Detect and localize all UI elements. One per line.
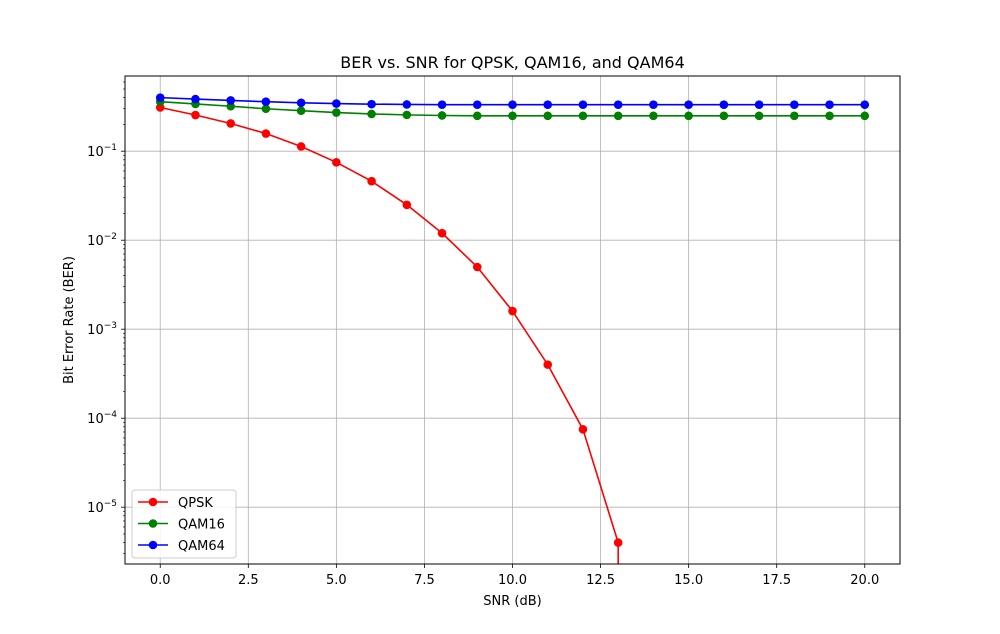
- y-tick-label: 10−4: [87, 410, 117, 427]
- data-point: [578, 100, 588, 110]
- data-point: [261, 129, 271, 138]
- data-point: [437, 228, 447, 238]
- legend-marker: [148, 540, 158, 550]
- data-point: [543, 360, 553, 369]
- data-point: [860, 100, 870, 110]
- data-point: [296, 106, 306, 116]
- legend-label: QPSK: [178, 496, 213, 511]
- data-point: [367, 109, 376, 119]
- data-point: [367, 176, 376, 186]
- x-tick-label: 5.0: [326, 573, 347, 588]
- x-tick-label: 0.0: [150, 573, 171, 588]
- x-axis-label: SNR (dB): [483, 594, 541, 609]
- data-point: [191, 110, 200, 120]
- data-point: [543, 100, 553, 110]
- data-point: [437, 100, 447, 110]
- data-point: [261, 104, 271, 114]
- data-point: [825, 100, 834, 110]
- data-point: [790, 111, 799, 121]
- legend-item-qam64: QAM64: [138, 539, 225, 554]
- data-point: [684, 100, 693, 110]
- data-point: [825, 111, 834, 121]
- data-point: [472, 111, 482, 121]
- data-point: [472, 100, 482, 110]
- data-point: [578, 425, 588, 434]
- grid: [125, 76, 900, 564]
- data-point: [367, 99, 376, 109]
- legend-item-qam16: QAM16: [138, 518, 225, 533]
- legend-label: QAM64: [178, 539, 225, 554]
- data-point: [296, 98, 306, 108]
- data-point: [649, 111, 658, 121]
- chart-title: BER vs. SNR for QPSK, QAM16, and QAM64: [340, 53, 685, 72]
- data-point: [332, 158, 341, 167]
- legend-box: [131, 489, 237, 559]
- data-point: [437, 111, 447, 120]
- x-tick-label: 2.5: [238, 573, 259, 588]
- data-point: [613, 538, 623, 547]
- data-point: [860, 111, 870, 121]
- data-point: [191, 94, 200, 104]
- data-point: [543, 111, 553, 121]
- data-point: [508, 306, 517, 316]
- x-tick-label: 10.0: [498, 573, 527, 588]
- data-point: [332, 99, 341, 108]
- data-point: [472, 262, 482, 272]
- data-point: [226, 119, 235, 128]
- data-point: [790, 100, 799, 110]
- x-tick-label: 20.0: [850, 573, 879, 588]
- data-point: [649, 100, 658, 110]
- data-point: [613, 100, 623, 110]
- y-tick-label: 10−5: [87, 499, 117, 516]
- plot-content: [155, 93, 870, 564]
- x-tick-label: 7.5: [414, 573, 435, 588]
- data-point: [402, 110, 412, 120]
- data-point: [155, 93, 165, 102]
- data-point: [226, 96, 235, 105]
- data-point: [754, 100, 764, 110]
- x-tick-label: 17.5: [762, 573, 791, 588]
- data-point: [578, 111, 588, 121]
- legend: QPSK QAM16 QAM64: [131, 489, 237, 559]
- x-tick-label: 15.0: [674, 573, 703, 588]
- data-point: [402, 100, 412, 109]
- y-axis: 10−1 10−2 10−3 10−4 10−5: [87, 81, 125, 555]
- data-point: [719, 111, 729, 121]
- data-point: [508, 111, 517, 121]
- series-qpsk: [155, 103, 623, 564]
- legend-label: QAM16: [178, 518, 225, 533]
- x-axis: 0.0 2.5 5.0 7.5 10.0 12.5 15.0 17.5 20.0: [150, 564, 879, 588]
- x-tick-label: 12.5: [586, 573, 615, 588]
- data-point: [754, 111, 764, 121]
- data-point: [719, 100, 729, 110]
- legend-marker: [148, 519, 158, 528]
- data-point: [261, 97, 271, 107]
- data-point: [332, 108, 341, 117]
- legend-marker: [148, 497, 158, 507]
- data-point: [613, 111, 623, 121]
- legend-item-qpsk: QPSK: [138, 496, 213, 511]
- series-qam64: [155, 93, 870, 110]
- y-tick-label: 10−3: [87, 321, 117, 338]
- data-point: [296, 142, 306, 151]
- y-axis-label: Bit Error Rate (BER): [62, 256, 77, 384]
- data-point: [508, 100, 517, 110]
- y-tick-label: 10−2: [87, 232, 117, 249]
- data-point: [402, 200, 412, 210]
- data-point: [684, 111, 693, 121]
- y-tick-label: 10−1: [87, 143, 117, 160]
